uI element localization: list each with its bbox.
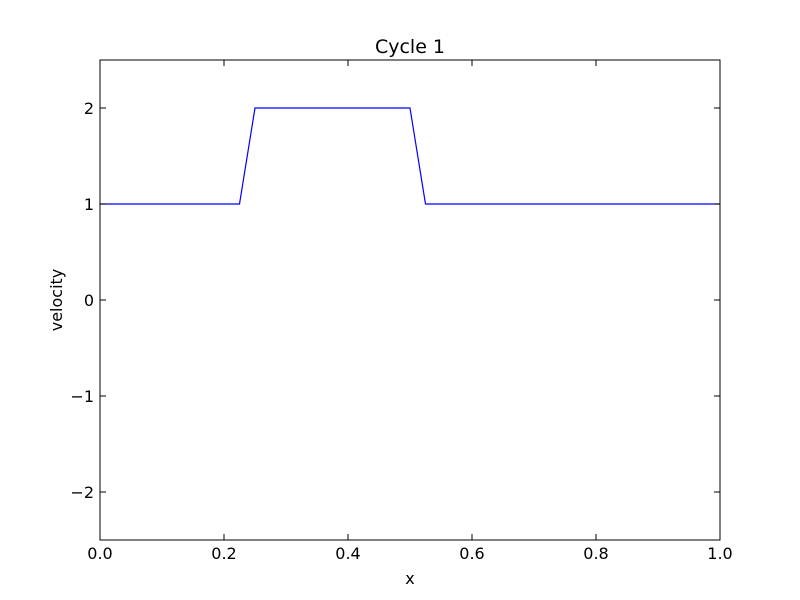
- x-tick-label: 0.0: [87, 544, 112, 563]
- y-tick-label: −2: [70, 483, 94, 502]
- x-tick-label: 1.0: [707, 544, 732, 563]
- y-tick-label: 2: [84, 99, 94, 118]
- x-tick-label: 0.6: [459, 544, 484, 563]
- axis-ticks: 0.0 0.2 0.4 0.6 0.8 1.0 −2 −1 0 1 2: [70, 60, 733, 563]
- y-tick-label: −1: [70, 387, 94, 406]
- series-line-1: [100, 107, 720, 205]
- x-tick-label: 0.8: [583, 544, 608, 563]
- y-tick-label: 0: [84, 291, 94, 310]
- y-axis-label: velocity: [47, 269, 66, 332]
- chart-title: Cycle 1: [375, 36, 445, 58]
- x-tick-label: 0.4: [335, 544, 360, 563]
- x-axis-label: x: [405, 569, 414, 588]
- x-tick-label: 0.2: [211, 544, 236, 563]
- y-tick-label: 1: [84, 195, 94, 214]
